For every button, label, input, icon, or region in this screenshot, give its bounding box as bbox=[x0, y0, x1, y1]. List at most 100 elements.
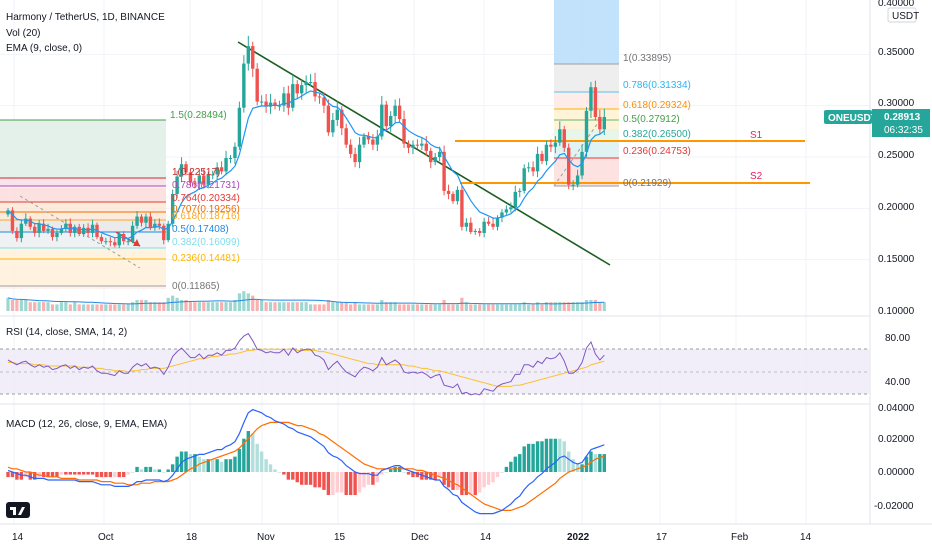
volume-bar bbox=[19, 300, 23, 311]
macd-hist-bar bbox=[50, 472, 55, 478]
volume-bar bbox=[478, 304, 482, 311]
candle-body bbox=[6, 210, 10, 215]
candle-body bbox=[259, 101, 264, 103]
fib-retracement-left[interactable] bbox=[0, 119, 166, 289]
volume-bar bbox=[24, 300, 28, 311]
macd-hist-bar bbox=[531, 443, 535, 472]
macd-hist-bar bbox=[237, 448, 242, 472]
macd-hist-bar bbox=[162, 472, 166, 473]
volume-bar bbox=[202, 302, 206, 311]
candle-body bbox=[371, 139, 375, 145]
volume-bar bbox=[42, 302, 46, 311]
rsi-tick-80: 80.00 bbox=[885, 333, 910, 344]
downtrend-line[interactable] bbox=[237, 41, 611, 266]
candle-body bbox=[233, 146, 237, 159]
macd-hist-bar bbox=[277, 472, 282, 473]
macd-hist-bar bbox=[108, 472, 113, 478]
volume-bar bbox=[527, 304, 531, 311]
volume-bar bbox=[126, 304, 130, 311]
volume-bar bbox=[242, 291, 246, 311]
candle-body bbox=[308, 82, 313, 84]
time-tick-14b: 14 bbox=[480, 532, 492, 543]
macd-hist-bar bbox=[286, 472, 291, 480]
volume-bar bbox=[86, 304, 90, 311]
price-tick-0.20: 0.20000 bbox=[878, 202, 915, 213]
macd-hist-bar bbox=[473, 472, 477, 496]
candle-body bbox=[15, 230, 19, 239]
macd-hist-bar bbox=[353, 472, 357, 496]
candle-body bbox=[291, 84, 295, 108]
volume-bar bbox=[584, 300, 589, 311]
price-tick-0.40: 0.40000 bbox=[878, 0, 915, 9]
fib-left-label-0.707: 0.707(0.19256) bbox=[172, 204, 240, 215]
candle-body bbox=[478, 230, 482, 233]
volume-bar bbox=[482, 304, 486, 311]
candle-body bbox=[197, 175, 202, 184]
candle-body bbox=[553, 142, 558, 147]
volume-bar bbox=[522, 302, 526, 311]
macd-hist-bar bbox=[99, 472, 104, 478]
volume-bar bbox=[344, 302, 348, 311]
tradingview-logo[interactable] bbox=[6, 502, 30, 518]
candle-body bbox=[215, 167, 219, 175]
rsi-indicator-label[interactable]: RSI (14, close, SMA, 14, 2) bbox=[6, 327, 127, 338]
candle-body bbox=[24, 218, 28, 224]
fib-retracement-right[interactable] bbox=[553, 0, 619, 187]
volume-bar bbox=[117, 304, 121, 311]
macd-hist-bar bbox=[567, 451, 571, 472]
candle-body bbox=[540, 153, 544, 162]
macd-signal-line bbox=[7, 421, 605, 511]
ema-indicator-label[interactable]: EMA (9, close, 0) bbox=[6, 43, 82, 54]
last-price-tag: 0.28913 06:32:35 bbox=[872, 109, 930, 137]
price-tick-0.30: 0.30000 bbox=[878, 98, 915, 109]
macd-hist-bar bbox=[478, 472, 482, 493]
macd-hist-bar bbox=[402, 472, 406, 473]
volume-bar bbox=[593, 300, 597, 311]
macd-hist-bar bbox=[308, 472, 313, 485]
volume-bar bbox=[317, 304, 322, 311]
volume-bar bbox=[162, 302, 166, 311]
candle-body bbox=[228, 158, 233, 160]
candle-body bbox=[362, 136, 366, 145]
volume-bar bbox=[420, 304, 424, 311]
macd-hist-bar bbox=[68, 472, 72, 475]
volume-bar bbox=[33, 302, 37, 311]
candle-body bbox=[224, 158, 228, 172]
macd-hist-bar bbox=[300, 472, 304, 485]
candle-body bbox=[353, 153, 357, 163]
candle-body bbox=[446, 190, 451, 194]
s1-label: S1 bbox=[750, 130, 763, 141]
price-tick-0.10: 0.10000 bbox=[878, 306, 915, 317]
macd-tick--0.02: -0.02000 bbox=[874, 501, 914, 512]
macd-hist-bar bbox=[228, 459, 233, 472]
candle-body bbox=[335, 109, 339, 121]
macd-indicator-label[interactable]: MACD (12, 26, close, 9, EMA, EMA) bbox=[6, 419, 167, 430]
candle-body bbox=[495, 217, 500, 227]
volume-bar bbox=[15, 300, 19, 311]
volume-bar bbox=[398, 304, 402, 311]
macd-hist-bar bbox=[104, 472, 108, 478]
volume-bar bbox=[295, 302, 299, 311]
macd-hist-bar bbox=[86, 472, 90, 475]
macd-hist-bar bbox=[513, 456, 517, 472]
candle-body bbox=[389, 115, 393, 127]
time-tick-15: 15 bbox=[334, 532, 346, 543]
volume-bar bbox=[518, 304, 522, 311]
macd-hist-bar bbox=[464, 472, 469, 496]
candle-body bbox=[589, 87, 593, 111]
candle-body bbox=[437, 151, 442, 157]
currency-badge[interactable]: USDT bbox=[887, 7, 919, 23]
volume-bar bbox=[131, 302, 135, 311]
candle-body bbox=[384, 104, 388, 127]
candle-body bbox=[206, 174, 210, 185]
macd-hist-bar bbox=[500, 472, 504, 473]
volume-bar bbox=[326, 300, 330, 311]
candle-body bbox=[397, 105, 402, 120]
volume-bar bbox=[104, 304, 108, 311]
volume-bar bbox=[429, 304, 433, 311]
volume-bar bbox=[122, 304, 126, 311]
candle-body bbox=[273, 102, 277, 106]
macd-hist-bar bbox=[544, 438, 549, 472]
macd-hist-bar bbox=[535, 441, 540, 472]
volume-indicator-label[interactable]: Vol (20) bbox=[6, 28, 40, 39]
